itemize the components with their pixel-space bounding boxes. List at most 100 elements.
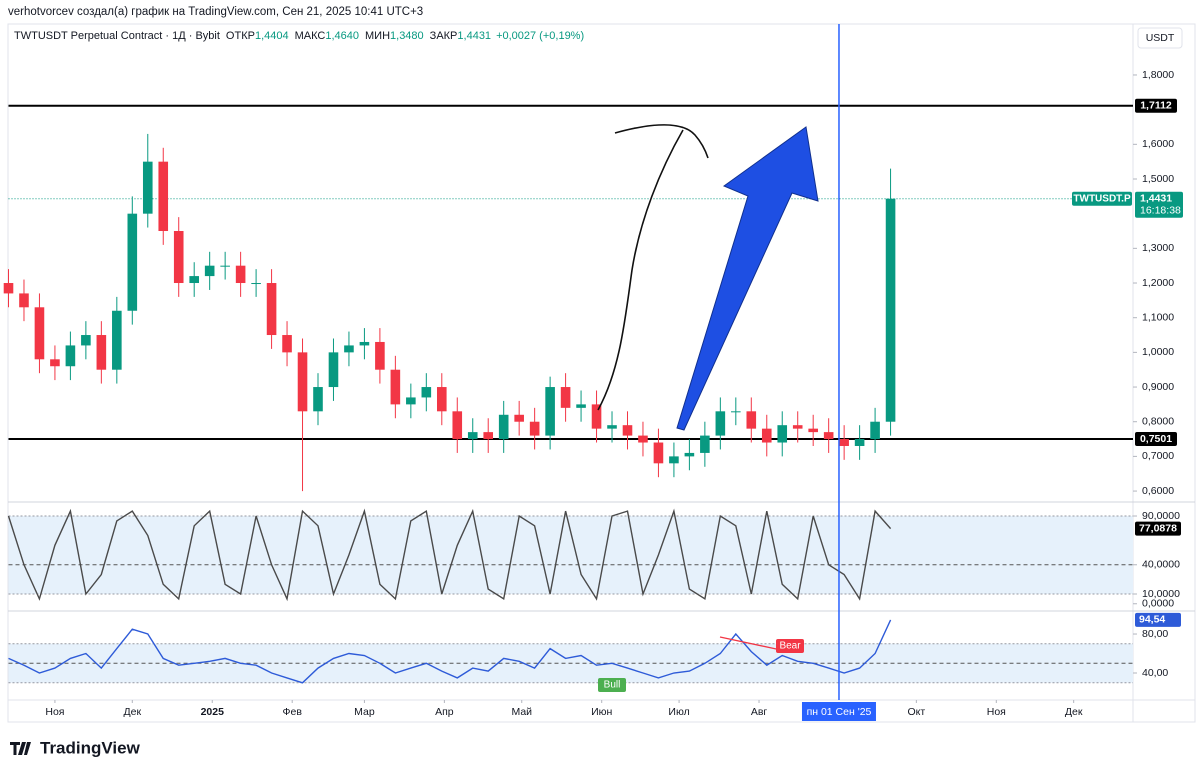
x-tick-label: Май [511,706,532,718]
ohlc-name: МАКС [295,30,326,42]
candle-body [839,439,849,446]
candle-body [297,352,308,412]
annotation: Bull [604,680,621,691]
band [8,516,1133,595]
symbol-badge [1072,191,1132,206]
x-tick-label: Июн [591,706,612,718]
logo: TradingView [10,738,141,757]
y-tick-label: 0,9000 [1142,381,1174,393]
candle-body [777,425,788,443]
annotation-badge [776,639,804,653]
x-tick-label: Дек [1065,706,1083,718]
candle-body [158,161,169,232]
author-line: verhotvorcev создал(а) график на Trading… [8,6,423,18]
candle-body [761,428,772,443]
candle-body [282,335,292,353]
x-tick-label: Апр [435,706,454,718]
y-tick-label: 1,2000 [1142,277,1174,289]
brand: TradingView [40,738,141,757]
chart-frame [7,23,1196,723]
countdown: 16:18:38 [1140,205,1181,217]
legend-title: TWTUSDT Perpetual Contract · 1Д · Bybit [14,30,220,42]
value-badge [1135,521,1181,536]
candle-body [870,421,880,440]
candle-body [746,411,757,429]
candle-body [390,369,401,405]
x-tick-label: Фев [283,706,303,718]
ohlc-name: ЗАКР [430,30,458,42]
level-badge [1135,98,1177,113]
symbol-label: TWTUSDT.P [1073,193,1131,204]
legend: TWTUSDT Perpetual Contract · 1Д · Bybit О… [14,30,584,42]
candle-body [112,310,122,370]
candle-body [235,265,246,284]
cursor-label: пн 01 Сен '25 [807,706,872,718]
candle-body [266,283,277,336]
y-tick-label: 1,5000 [1142,173,1174,185]
candle-body [50,359,60,367]
candle-body [560,387,571,408]
x-tick-label: Ноя [987,706,1006,718]
candle-body [684,452,695,457]
candle-body [189,276,199,284]
candle-body [344,345,354,353]
x-tick-label: Дек [124,706,142,718]
y-tick-label: 0,6000 [1142,485,1174,497]
candle-body [328,352,339,388]
y-tick-label: 1,1000 [1142,311,1174,323]
candle-body [607,425,617,429]
change: +0,0027 (+0,19%) [496,30,584,42]
ohlc-name: МИН [365,30,390,42]
hand-drawing [597,124,709,411]
candle-body [483,432,494,440]
y-tick-label: 1,6000 [1142,138,1174,150]
divergence-line [719,636,782,651]
candle-body [792,425,803,429]
arrow-drawing [676,126,819,431]
x-tick-label: Июл [668,706,689,718]
candle-body [622,425,633,436]
candle-body [81,335,91,346]
currency-button[interactable] [1137,27,1183,49]
value-label: 77,0878 [1139,522,1177,534]
plot [3,104,1133,684]
candle-body [591,404,602,429]
y-tick-label: 90,0000 [1142,510,1180,522]
currency[interactable]: USDT [1146,32,1175,44]
candle-body [375,341,385,370]
annotation: Bear [779,641,801,652]
candle-body [576,404,586,408]
candle-body [715,411,726,436]
ohlc-name: ОТКР [226,30,255,42]
x-tick-label: 2025 [201,706,225,718]
y-tick-label: 1,0000 [1142,346,1174,358]
candle-body [529,421,540,436]
level-label: 0,7501 [1140,433,1172,445]
ohlc-value: 1,4640 [325,30,359,42]
y-tick-label: 0,0000 [1142,598,1174,610]
level-label: 1,7112 [1140,100,1172,112]
candle-body [359,341,370,346]
y-tick-label: 1,3000 [1142,242,1174,254]
rsi-line [8,619,892,684]
candle-body [498,414,509,440]
ohlc-value: 1,3480 [390,30,424,42]
x-tick-label: Мар [354,706,375,718]
y-tick-label: 80,00 [1142,628,1168,640]
candle-body [436,387,447,412]
candle-body [34,307,45,360]
candle-body [467,432,478,440]
candle-body [885,198,896,422]
candle-body [638,435,648,443]
price-label: 1,4431 [1140,193,1172,205]
candle-body [731,411,741,413]
candle-body [669,456,679,464]
y-tick-label: 0,8000 [1142,415,1174,427]
y-tick-label: 10,0000 [1142,588,1180,600]
x-tick-label: Авг [751,706,768,718]
value-badge [1135,612,1181,627]
x-tick-label: Ноя [45,706,64,718]
candle-body [854,439,865,446]
ohlc-value: 1,4404 [255,30,289,42]
